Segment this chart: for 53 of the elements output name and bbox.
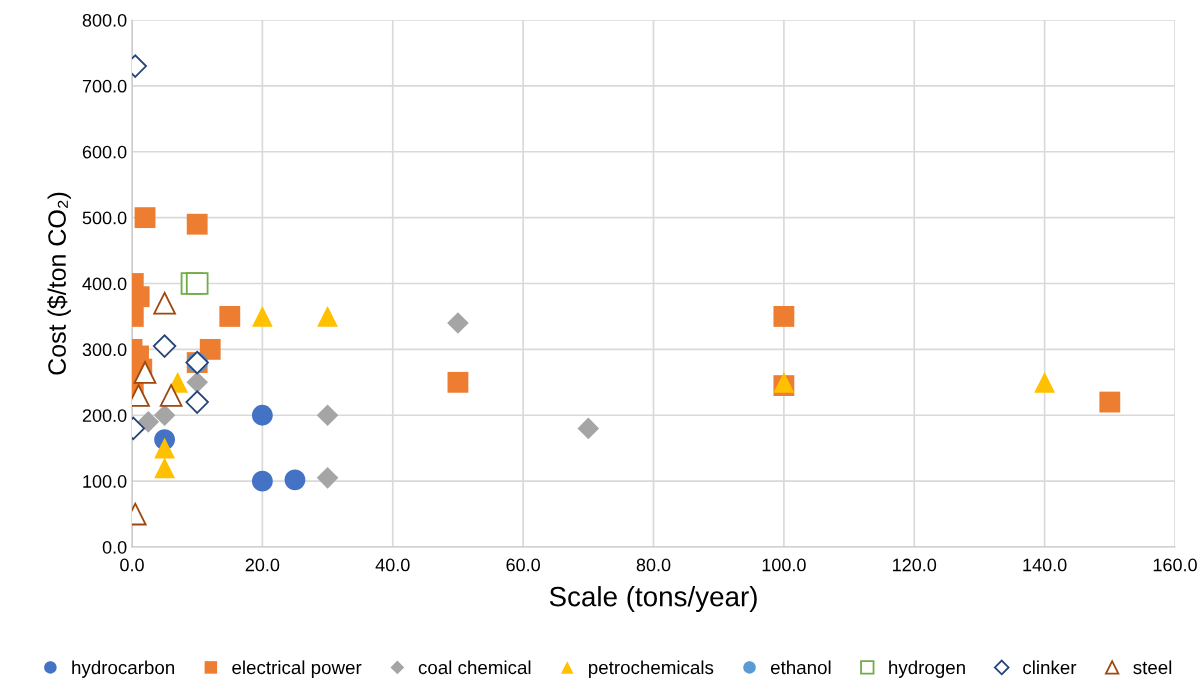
x-tick-label: 160.0 [1153, 558, 1197, 572]
x-tick-label: 140.0 [1023, 558, 1067, 572]
point [251, 470, 273, 492]
point [152, 334, 177, 358]
point [153, 404, 176, 427]
x-tick-label: 80.0 [636, 558, 671, 572]
point [219, 306, 241, 327]
legend-label: petrochemicals [589, 660, 714, 678]
legend-label: hydrocarbon [72, 660, 175, 678]
y-tick-label: 300.0 [82, 343, 127, 357]
point [154, 437, 176, 459]
point [185, 272, 209, 295]
point [1099, 391, 1121, 413]
point [773, 306, 795, 327]
x-tick-label: 120.0 [893, 558, 937, 572]
x-axis-title: Scale (tons/year) [549, 586, 757, 612]
legend-label: ethanol [770, 660, 831, 675]
legend-label: clinker [1023, 660, 1077, 675]
point [316, 404, 339, 427]
y-tick-label: 500.0 [82, 211, 127, 225]
point [186, 213, 208, 235]
legend-label: hydrogen [889, 660, 965, 678]
legend-label: steel [1133, 660, 1172, 675]
y-tick-label: 800.0 [82, 13, 127, 27]
point [137, 411, 160, 433]
point [447, 312, 469, 334]
y-tick-label: 200.0 [82, 409, 127, 422]
point [316, 467, 339, 489]
y-tick-label: 600.0 [82, 145, 127, 159]
point [1034, 371, 1056, 393]
x-tick-label: 100.0 [762, 558, 806, 572]
y-tick-label: 700.0 [82, 79, 127, 93]
x-tick-label: 20.0 [245, 558, 280, 572]
point [251, 306, 273, 327]
point [251, 404, 273, 426]
point [134, 207, 156, 229]
point [186, 371, 208, 394]
y-axis-title: Cost ($/ton CO₂) [47, 192, 71, 375]
x-tick-label: 60.0 [506, 558, 540, 572]
point [447, 371, 469, 393]
point [159, 384, 183, 407]
point [577, 417, 600, 440]
x-tick-label: 0.0 [120, 558, 144, 572]
y-tick-label: 400.0 [82, 277, 127, 291]
x-tick-label: 40.0 [375, 558, 410, 572]
point [284, 469, 306, 491]
y-tick-label: 0.0 [102, 540, 127, 554]
legend-label: electrical power [232, 660, 362, 678]
point [153, 291, 176, 315]
y-tick-label: 100.0 [83, 475, 127, 488]
point [154, 457, 176, 479]
point [317, 306, 338, 327]
legend-label: coal chemical [418, 660, 531, 675]
